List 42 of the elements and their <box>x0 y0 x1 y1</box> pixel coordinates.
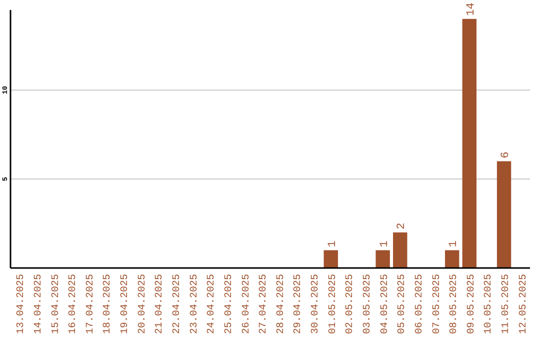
bar <box>462 18 476 268</box>
x-tick-label: 21.04.2025 <box>154 274 166 334</box>
x-tick-label: 05.05.2025 <box>397 274 408 334</box>
x-tick-label: 13.04.2025 <box>16 274 28 334</box>
x-tick-label: 08.05.2025 <box>449 274 460 334</box>
data-label: 6 <box>500 152 512 158</box>
x-tick-label: 17.04.2025 <box>85 274 96 334</box>
x-tick-label: 24.04.2025 <box>206 274 218 334</box>
bar <box>393 232 408 268</box>
bar <box>444 250 460 268</box>
x-tick-label: 14.04.2025 <box>33 274 44 334</box>
x-tick-label: 07.05.2025 <box>432 274 443 334</box>
data-label: 2 <box>396 222 408 230</box>
x-tick-label: 16.04.2025 <box>68 274 80 334</box>
x-tick-label: 18.04.2025 <box>102 274 114 334</box>
x-tick-label: 23.04.2025 <box>189 274 200 334</box>
data-label: 1 <box>378 240 391 248</box>
x-tick-label: 12.05.2025 <box>518 274 530 334</box>
bar <box>496 161 512 268</box>
x-tick-label: 11.05.2025 <box>501 274 512 334</box>
x-tick-label: 02.05.2025 <box>345 274 356 334</box>
x-tick-label: 25.04.2025 <box>224 274 235 334</box>
bar <box>376 250 390 268</box>
x-tick-label: 30.04.2025 <box>310 274 322 334</box>
x-tick-label: 22.04.2025 <box>172 274 184 334</box>
x-tick-label: 19.04.2025 <box>120 274 132 334</box>
x-tick-label: 27.04.2025 <box>258 274 270 334</box>
x-tick-label: 28.04.2025 <box>276 274 287 334</box>
x-tick-label: 20.04.2025 <box>137 274 148 334</box>
x-tick-label: 10.05.2025 <box>484 274 495 334</box>
bar <box>324 250 338 268</box>
x-tick-label: 01.05.2025 <box>328 274 339 334</box>
x-tick-label: 29.04.2025 <box>293 274 304 334</box>
x-tick-label: 06.05.2025 <box>414 274 426 334</box>
x-tick-label: 04.05.2025 <box>380 274 391 334</box>
x-tick-label: 26.04.2025 <box>241 274 252 334</box>
data-label: 14 <box>465 2 478 16</box>
data-label: 1 <box>448 240 460 248</box>
x-tick-label: 03.05.2025 <box>362 274 374 334</box>
x-tick-label: 09.05.2025 <box>466 274 478 334</box>
x-tick-label: 15.04.2025 <box>50 274 62 334</box>
data-label: 1 <box>326 240 339 248</box>
